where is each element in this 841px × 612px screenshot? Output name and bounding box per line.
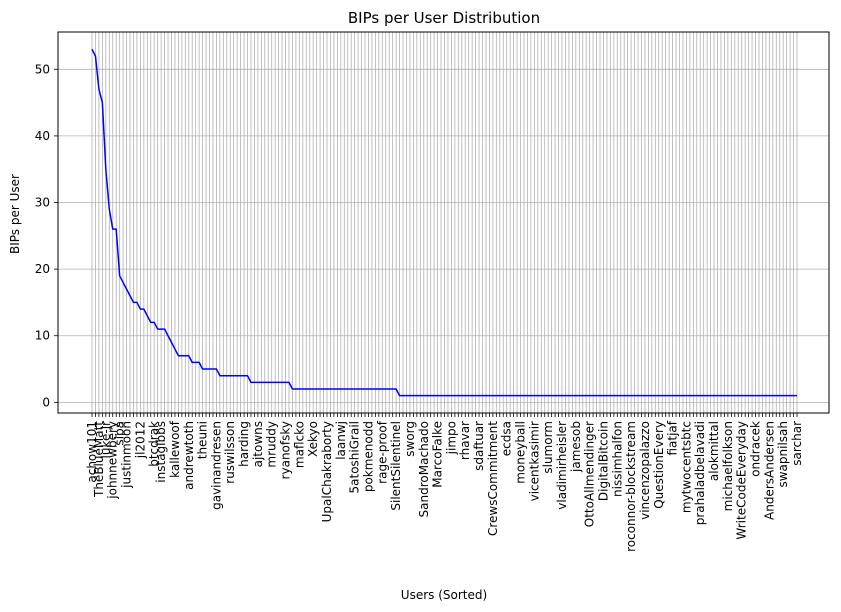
x-tick-label: Xekyo — [306, 421, 320, 457]
x-tick-label: maflcko — [292, 421, 306, 468]
x-tick-label: SandroMachado — [417, 421, 431, 517]
x-tick-label: michaelfolkson — [721, 421, 735, 511]
x-tick-label: vincenzopalazzo — [638, 421, 652, 520]
series-line-group — [91, 48, 797, 397]
x-tick-label: SilentSilentinel — [389, 421, 403, 511]
x-tick-label: WriteCodeEveryday — [735, 421, 749, 540]
y-axis: 0 10 20 30 40 50 — [35, 62, 58, 409]
x-tick-label: mytwocentsbtc — [679, 421, 693, 513]
x-tick-label: AndersAndersen — [762, 421, 776, 520]
x-tick-label: TheBlueMatt — [92, 421, 106, 498]
x-tick-label: sdaftuar — [472, 421, 486, 471]
x-tick-label: QuestionEvery — [652, 421, 666, 509]
x-tick-label: ecdsa — [500, 421, 514, 456]
x-tick-label: ruswilsson — [223, 421, 237, 484]
x-tick-label: jimpo — [444, 421, 458, 455]
x-axis: achow101TheBlueMattluke-jrjohnnewberysip… — [85, 413, 804, 552]
grid — [58, 32, 829, 413]
plot-frame — [57, 31, 830, 414]
x-tick-label: OttoAllmendinger — [583, 421, 597, 527]
y-tick-label: 20 — [35, 262, 50, 276]
x-axis-label: Users (Sorted) — [401, 588, 487, 602]
series-line — [91, 48, 797, 397]
x-tick-label: sworg — [403, 421, 417, 457]
x-tick-label: alokmittal — [707, 421, 721, 481]
x-tick-label: sipa — [113, 421, 127, 446]
x-tick-label: fiatjaf — [666, 420, 680, 455]
y-tick-label: 50 — [35, 62, 50, 76]
x-tick-label: kallewoof — [168, 420, 182, 478]
x-tick-label: justinmoon — [120, 421, 134, 489]
y-axis-label: BIPs per User — [8, 174, 22, 254]
x-tick-label: UpalChakraborty — [320, 421, 334, 522]
x-tick-label: swapnilsah — [776, 421, 790, 488]
x-tick-label: mruddy — [265, 421, 279, 468]
chart-title: BIPs per User Distribution — [348, 9, 540, 27]
x-tick-label: CrewsCommitment — [486, 421, 500, 536]
x-tick-label: ajtowns — [251, 421, 265, 467]
x-tick-label: johnnewbery — [106, 421, 120, 500]
x-tick-label: MarcoFalke — [431, 421, 445, 488]
y-tick-label: 0 — [42, 395, 50, 409]
x-tick-label: ondracek — [749, 421, 763, 477]
y-tick-label: 40 — [35, 129, 50, 143]
x-tick-label: roconnor-blockstream — [624, 421, 638, 552]
x-tick-label: DigitalBitcoin — [596, 421, 610, 501]
x-tick-label: nissimhalfon — [610, 421, 624, 497]
x-tick-label: pokmenodd — [361, 421, 375, 492]
x-tick-label: 5atoshiGrail — [348, 421, 362, 493]
x-tick-label: prahaladbelavadi — [693, 421, 707, 525]
x-tick-label: gavinandresen — [209, 421, 223, 510]
y-tick-label: 10 — [35, 329, 50, 343]
x-tick-label: ryanofsky — [279, 421, 293, 479]
x-tick-label: rage-proof — [375, 420, 389, 484]
x-tick-label: btcdrak — [147, 421, 161, 467]
x-tick-label: laanwj — [334, 421, 348, 460]
y-tick-label: 30 — [35, 196, 50, 210]
x-tick-label: vladimirheisler — [555, 421, 569, 510]
x-tick-label: andrewtoth — [182, 421, 196, 490]
x-tick-label: achow101 — [85, 421, 99, 483]
x-tick-label: vicentkasimir — [527, 421, 541, 501]
x-tick-label: sarchar — [790, 421, 804, 466]
x-tick-label: luke-jr — [99, 421, 113, 459]
x-tick-label: harding — [237, 421, 251, 467]
x-tick-label: slumorm — [541, 421, 555, 474]
x-tick-label: instagibbs — [154, 421, 168, 483]
x-tick-label: rhavar — [458, 421, 472, 460]
x-tick-label: theuni — [196, 421, 210, 459]
x-tick-label: jamesob — [569, 421, 583, 473]
x-tick-label: jl2012 — [133, 421, 147, 459]
x-tick-label: moneyball — [514, 421, 528, 484]
